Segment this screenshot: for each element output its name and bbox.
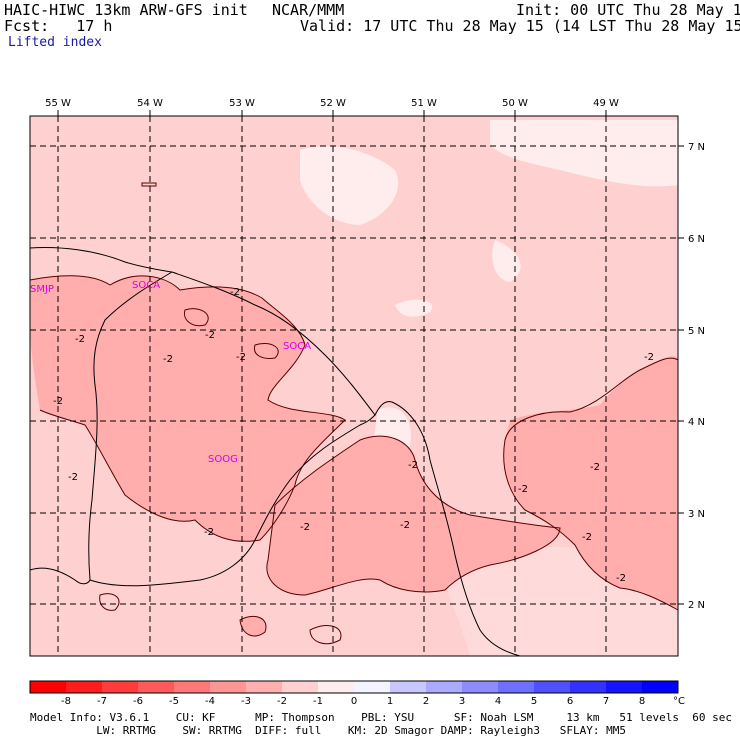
colorbar-unit: °C: [673, 696, 685, 707]
latlon-grid: [30, 116, 678, 656]
contour-label: -2: [53, 396, 63, 407]
colorbar-tick-label: 2: [423, 696, 429, 707]
colorbar-swatch: [210, 681, 247, 693]
lon-label: 55 W: [45, 98, 71, 109]
lon-label: 51 W: [411, 98, 437, 109]
colorbar-swatch: [102, 681, 139, 693]
colorbar-swatch: [246, 681, 283, 693]
colorbar-tick-label: -3: [241, 696, 251, 707]
station-label: SMJP: [30, 284, 54, 295]
station-label: SOCA: [132, 280, 160, 291]
contour-region: [240, 616, 266, 636]
contour-region: [503, 356, 678, 610]
contour-label: -2: [644, 352, 654, 363]
lon-label: 54 W: [137, 98, 163, 109]
contour-label: -2: [68, 472, 78, 483]
lon-label: 50 W: [502, 98, 528, 109]
light-region: [492, 240, 521, 282]
contour-label: -2: [75, 334, 85, 345]
colorbar-swatch: [174, 681, 211, 693]
contour-region: [30, 275, 345, 542]
valid-time: Valid: 17 UTC Thu 28 May 15 (14 LST Thu …: [300, 17, 740, 35]
station-label: SOCA: [283, 341, 311, 352]
contour-label: -2: [163, 354, 173, 365]
contour-label: -2: [518, 484, 528, 495]
lat-label: 5 N: [688, 326, 705, 337]
colorbar-swatch: [534, 681, 571, 693]
lat-label: 4 N: [688, 417, 705, 428]
contour-label: -2: [616, 573, 626, 584]
colorbar-swatch: [66, 681, 103, 693]
colorbar: [29, 680, 679, 694]
station-label: SOOG: [208, 454, 238, 465]
colorbar-tick-label: 8: [639, 696, 645, 707]
model-title: HAIC-HIWC 13km ARW-GFS init: [4, 1, 248, 19]
field-name: Lifted index: [8, 35, 102, 50]
colorbar-swatch: [30, 681, 67, 693]
colorbar-tick-label: 4: [495, 696, 501, 707]
colorbar-tick-label: 5: [531, 696, 537, 707]
light-region: [300, 146, 399, 225]
colorbar-swatch: [426, 681, 463, 693]
init-time: Init: 00 UTC Thu 28 May 15: [516, 1, 740, 19]
org-label: NCAR/MMM: [272, 1, 345, 19]
lat-label: 6 N: [688, 234, 705, 245]
lat-label: 7 N: [688, 142, 705, 153]
colorbar-tick-label: -2: [277, 696, 287, 707]
colorbar-swatch: [390, 681, 427, 693]
colorbar-swatch: [282, 681, 319, 693]
lon-label: 52 W: [320, 98, 346, 109]
contour-label: -2: [230, 287, 240, 298]
forecast-hour: Fcst: 17 h: [4, 17, 113, 35]
model-info-line2: LW: RRTMG SW: RRTMG DIFF: full KM: 2D Sm…: [30, 724, 627, 737]
colorbar-swatch: [462, 681, 499, 693]
contour-label: -2: [236, 352, 246, 363]
colorbar-border: [29, 680, 679, 694]
light-region: [395, 299, 433, 317]
colorbar-swatch: [642, 681, 679, 693]
contour-label: -2: [205, 330, 215, 341]
colorbar-labels: -8 -7 -6 -5 -4 -3 -2 -1 0 1 2 3 4 5 6 7 8: [61, 696, 645, 707]
colorbar-swatch: [570, 681, 607, 693]
contour-region: [266, 436, 560, 595]
model-info-line1: Model Info: V3.6.1 CU: KF MP: Thompson P…: [30, 711, 732, 724]
contour-lines: [29, 182, 679, 645]
colorbar-tick-label: -7: [97, 696, 107, 707]
colorbar-tick-label: -6: [133, 696, 143, 707]
contour-label: -2: [590, 462, 600, 473]
map-frame: [29, 115, 679, 657]
lon-label: 49 W: [593, 98, 619, 109]
coastline: [29, 247, 521, 657]
lat-label: 3 N: [688, 509, 705, 520]
colorbar-tick-label: -8: [61, 696, 71, 707]
colorbar-tick-label: 7: [603, 696, 609, 707]
colorbar-tick-label: 0: [351, 696, 357, 707]
colorbar-swatch: [138, 681, 175, 693]
lat-label: 2 N: [688, 600, 705, 611]
colorbar-tick-label: -4: [205, 696, 215, 707]
colorbar-swatch: [606, 681, 643, 693]
colorbar-tick-label: 6: [567, 696, 573, 707]
light-region: [490, 120, 678, 187]
contour-label: -2: [400, 520, 410, 531]
colorbar-tick-label: -1: [313, 696, 323, 707]
colorbar-tick-label: 1: [387, 696, 393, 707]
contour-label: -2: [582, 532, 592, 543]
contour-label: -2: [408, 460, 418, 471]
colorbar-swatch: [354, 681, 391, 693]
colorbar-tick-label: -5: [169, 696, 179, 707]
contour-label: -2: [204, 527, 214, 538]
colorbar-swatch: [318, 681, 355, 693]
contour-label: -2: [300, 522, 310, 533]
colorbar-tick-label: 3: [459, 696, 465, 707]
colorbar-swatch: [498, 681, 535, 693]
lon-label: 53 W: [229, 98, 255, 109]
axis-ticks: [57, 110, 684, 605]
